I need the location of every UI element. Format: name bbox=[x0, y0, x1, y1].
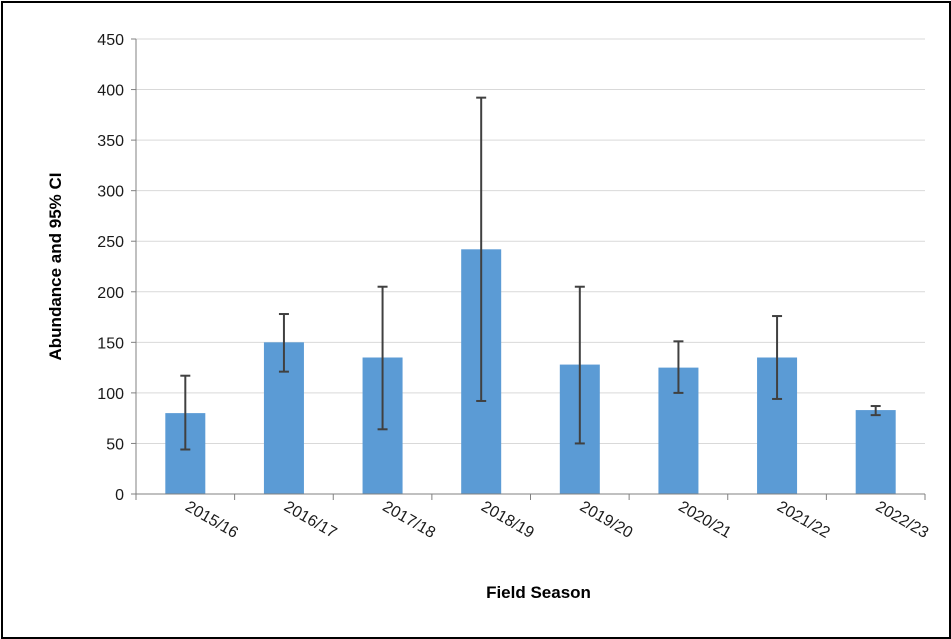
x-tick-label: 2017/18 bbox=[380, 498, 439, 542]
x-tick-label: 2016/17 bbox=[281, 498, 340, 542]
bar bbox=[855, 410, 896, 494]
y-tick-label: 0 bbox=[115, 487, 124, 504]
x-axis-title: Field Season bbox=[486, 583, 591, 602]
x-tick-label: 2015/16 bbox=[182, 498, 241, 542]
y-tick-label: 350 bbox=[97, 133, 124, 150]
x-tick-label: 2022/23 bbox=[873, 498, 932, 542]
y-tick-label: 250 bbox=[97, 234, 124, 251]
x-tick-label: 2021/22 bbox=[774, 498, 833, 542]
x-tick-label: 2020/21 bbox=[675, 498, 734, 542]
x-tick-label: 2018/19 bbox=[478, 498, 537, 542]
y-tick-labels: 0 50 100 150 200 250 300 350 400 450 bbox=[97, 32, 124, 504]
y-tick-label: 300 bbox=[97, 184, 124, 201]
bar-chart: 0 50 100 150 200 250 300 350 400 450 2015/16 2016/… bbox=[46, 32, 931, 602]
y-tick-label: 450 bbox=[97, 32, 124, 49]
bars bbox=[165, 249, 896, 494]
y-axis-title: Abundance and 95% CI bbox=[46, 173, 65, 361]
y-tick-label: 50 bbox=[106, 436, 124, 453]
error-bars bbox=[180, 96, 881, 451]
x-tick-label: 2019/20 bbox=[577, 498, 636, 542]
y-tick-label: 400 bbox=[97, 83, 124, 100]
y-tick-label: 200 bbox=[97, 285, 124, 302]
x-tick-labels: 2015/16 2016/17 2017/18 2018/19 2019/20 2020/… bbox=[182, 498, 931, 542]
y-tick-label: 150 bbox=[97, 335, 124, 352]
gridlines bbox=[136, 38, 925, 444]
y-tick-label: 100 bbox=[97, 386, 124, 403]
axes bbox=[131, 38, 926, 500]
